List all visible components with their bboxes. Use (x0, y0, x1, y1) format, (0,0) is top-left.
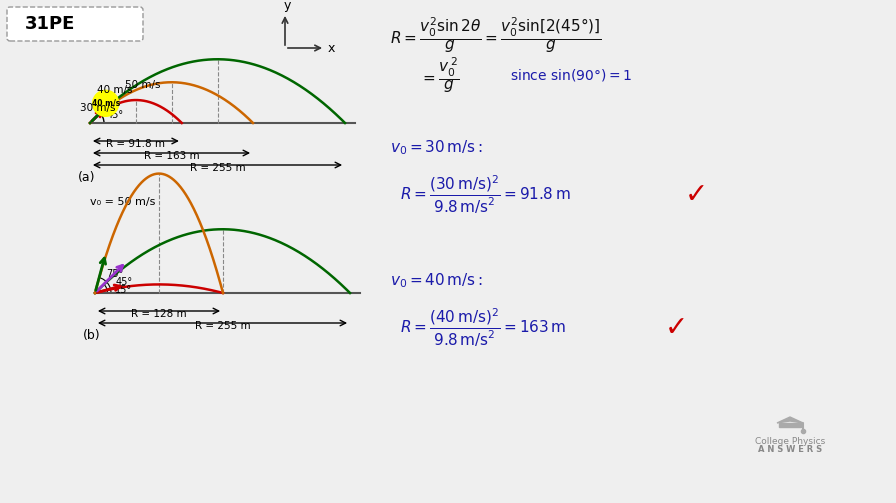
Text: R = 91.8 m: R = 91.8 m (107, 139, 166, 149)
Text: y: y (283, 0, 290, 12)
Text: $R = \dfrac{(30\,\mathrm{m/s})^2}{9.8\,\mathrm{m/s}^2} = 91.8\,\mathrm{m}$: $R = \dfrac{(30\,\mathrm{m/s})^2}{9.8\,\… (400, 174, 571, 216)
Text: $R = \dfrac{v_0^2 \sin 2\theta}{g} = \dfrac{v_0^2 \sin[2(45°)]}{g}$: $R = \dfrac{v_0^2 \sin 2\theta}{g} = \df… (390, 15, 602, 55)
Text: 40 m/s: 40 m/s (91, 99, 120, 108)
Text: 40 m/s: 40 m/s (97, 85, 133, 95)
Text: $v_0 = 30\,\mathrm{m/s}{:}$: $v_0 = 30\,\mathrm{m/s}{:}$ (390, 139, 483, 157)
Text: 50 m/s: 50 m/s (125, 79, 161, 90)
Text: 31PE: 31PE (25, 15, 75, 33)
Text: ✓: ✓ (665, 314, 688, 342)
Text: R = 128 m: R = 128 m (131, 309, 186, 319)
Text: $\mathrm{since}\ \sin(90°) = 1$: $\mathrm{since}\ \sin(90°) = 1$ (510, 67, 633, 83)
Text: v₀ = 50 m/s: v₀ = 50 m/s (90, 197, 155, 207)
Text: R = 163 m: R = 163 m (143, 151, 199, 161)
Text: (b): (b) (83, 329, 100, 342)
Text: R = 255 m: R = 255 m (190, 163, 246, 173)
Polygon shape (777, 417, 803, 423)
Text: R = 255 m: R = 255 m (194, 321, 250, 331)
Text: A N S W E R S: A N S W E R S (758, 446, 822, 455)
Circle shape (92, 91, 118, 116)
Text: x: x (328, 42, 335, 54)
FancyBboxPatch shape (7, 7, 143, 41)
Text: 45°: 45° (116, 277, 134, 287)
Text: $= \dfrac{v_0^{\,2}}{g}$: $= \dfrac{v_0^{\,2}}{g}$ (420, 55, 460, 95)
Text: ✓: ✓ (685, 181, 708, 209)
Text: 15°: 15° (115, 285, 132, 295)
Text: (a): (a) (78, 171, 96, 184)
Text: 75°: 75° (106, 269, 124, 279)
Text: $v_0 = 40\,\mathrm{m/s}{:}$: $v_0 = 40\,\mathrm{m/s}{:}$ (390, 272, 483, 290)
Text: $R = \dfrac{(40\,\mathrm{m/s})^2}{9.8\,\mathrm{m/s}^2} = 163\,\mathrm{m}$: $R = \dfrac{(40\,\mathrm{m/s})^2}{9.8\,\… (400, 307, 566, 349)
FancyBboxPatch shape (779, 423, 801, 427)
Text: College Physics: College Physics (754, 437, 825, 446)
Text: 30 m/s: 30 m/s (80, 103, 116, 113)
Text: 45°: 45° (107, 110, 125, 120)
